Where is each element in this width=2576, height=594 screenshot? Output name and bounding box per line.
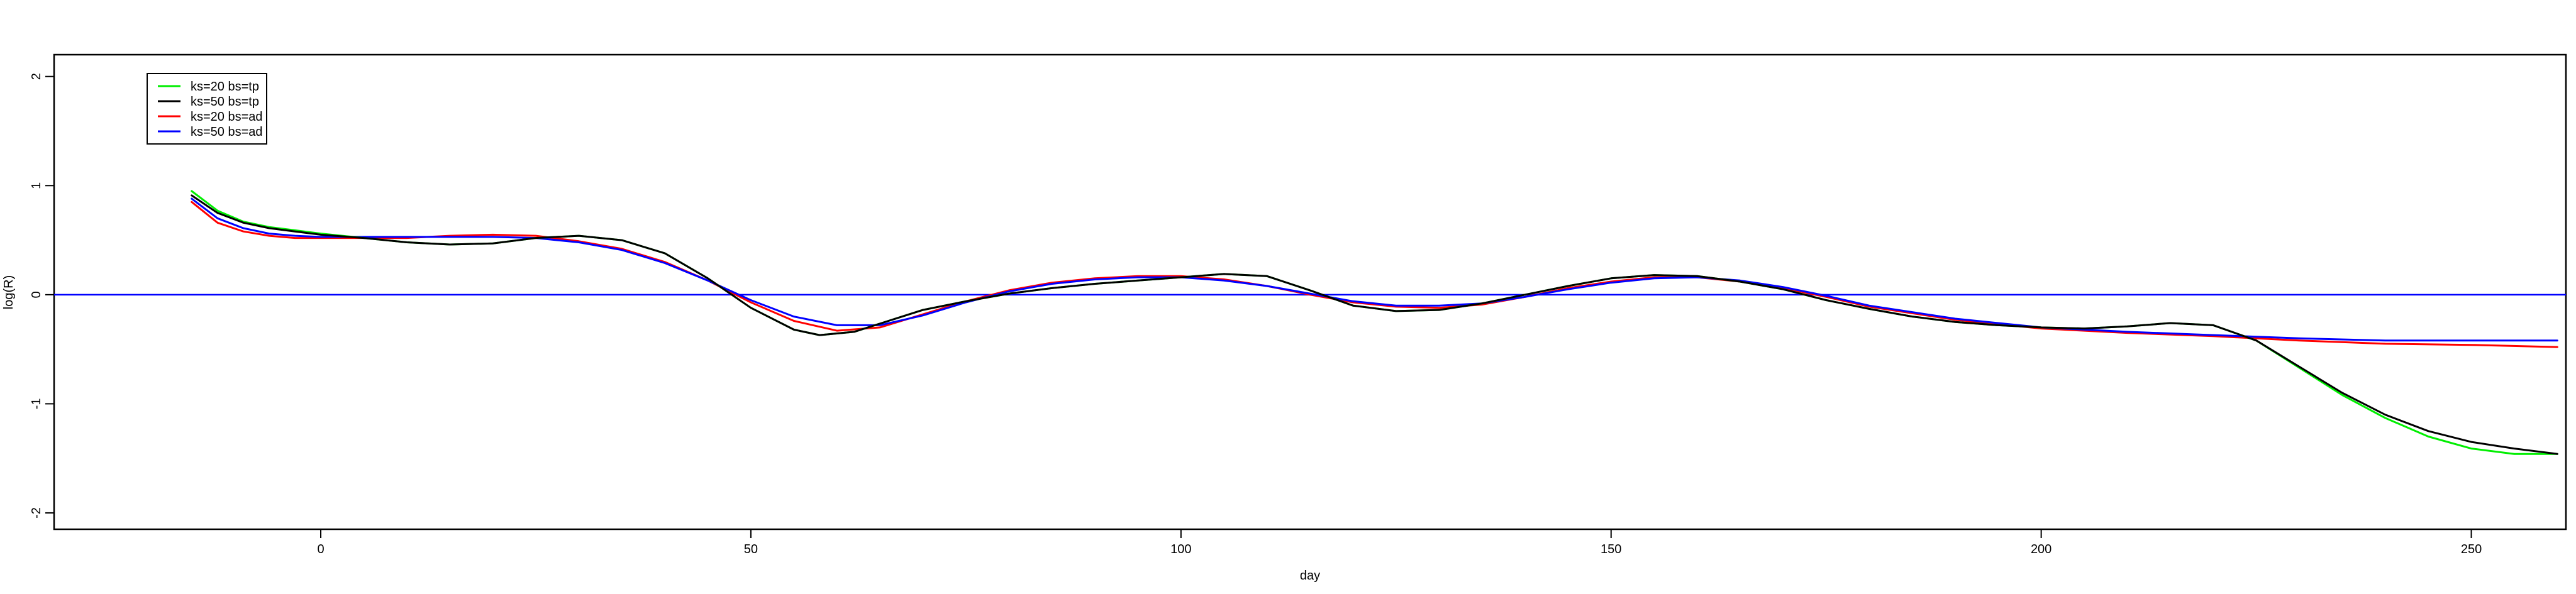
legend-label: ks=50 bs=ad <box>191 125 263 139</box>
y-axis-label: log(R) <box>2 275 16 309</box>
legend-label: ks=20 bs=ad <box>191 110 263 124</box>
x-tick-label: 100 <box>1170 542 1191 556</box>
series-layer <box>191 190 2558 455</box>
series-line-3 <box>191 201 2558 348</box>
x-tick-label: 250 <box>2461 542 2482 556</box>
legend-label: ks=50 bs=tp <box>191 95 259 109</box>
y-tick-label: 2 <box>30 73 43 80</box>
y-tick-label: -2 <box>30 507 43 519</box>
y-axis: -2 -1 0 1 2 <box>30 73 54 519</box>
y-tick-label: 0 <box>30 291 43 298</box>
x-tick-label: 200 <box>2031 542 2051 556</box>
y-tick-label: 1 <box>30 182 43 189</box>
series-line-2 <box>191 194 2558 455</box>
x-axis: 0 50 100 150 200 250 <box>317 529 2482 556</box>
plot-frame <box>53 53 2567 531</box>
x-tick-label: 0 <box>317 542 324 556</box>
x-axis-label: day <box>1300 569 1320 583</box>
series-line-4 <box>191 197 2558 342</box>
y-tick-label: -1 <box>30 399 43 410</box>
series-line-1 <box>191 190 2558 455</box>
x-tick-label: 50 <box>744 542 758 556</box>
x-tick-label: 150 <box>1601 542 1621 556</box>
legend-label: ks=20 bs=tp <box>191 80 259 94</box>
